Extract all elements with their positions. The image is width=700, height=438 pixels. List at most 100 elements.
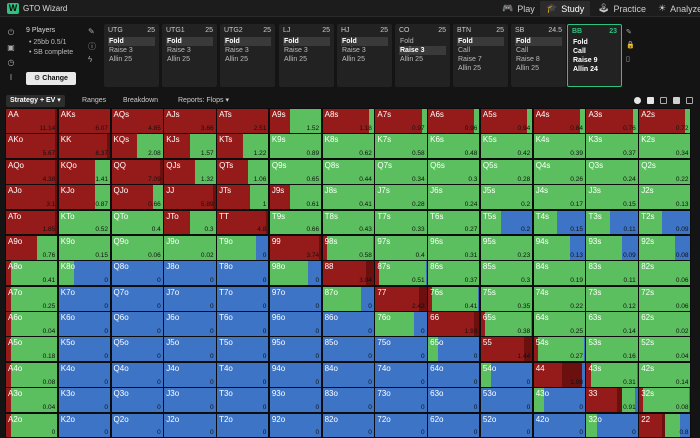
hand-cell-63o[interactable]: 63o 0 (427, 387, 481, 414)
hand-cell-T3s[interactable]: T3s 0.11 (585, 209, 639, 236)
layout-view-icon[interactable] (686, 97, 693, 104)
text-cursor-icon[interactable]: I (9, 73, 13, 82)
hand-cell-JTo[interactable]: JTo 0.3 (163, 209, 217, 236)
hand-cell-T2o[interactable]: T2o 0 (216, 412, 270, 438)
action-option[interactable]: Raise 9 (573, 57, 598, 64)
clock-icon[interactable]: ◷ (7, 58, 15, 67)
hand-cell-K9o[interactable]: K9o 0.15 (57, 234, 112, 261)
position-card-sb[interactable]: SB 24.5 Fold Call Raise 8 Allin 25 (511, 24, 566, 87)
action-option[interactable]: Allin 25 (342, 56, 365, 63)
hand-cell-AKo[interactable]: AKo 5.67 (5, 133, 59, 160)
hand-cell-Q9s[interactable]: Q9s 0.65 (268, 158, 323, 185)
hand-cell-T7o[interactable]: T7o 0 (216, 285, 270, 312)
position-card-utg[interactable]: UTG 25 Fold Raise 3 Allin 25 (104, 24, 159, 87)
hand-cell-T4s[interactable]: T4s 0.15 (532, 209, 586, 236)
hand-cell-65s[interactable]: 65s 0.38 (479, 311, 534, 337)
hand-cell-77[interactable]: 77 2.42 (374, 285, 428, 312)
action-option[interactable]: Call (573, 48, 586, 55)
action-option[interactable]: Fold (224, 37, 271, 46)
hand-cell-AQs[interactable]: AQs 4.85 (110, 108, 164, 134)
hand-cell-32s[interactable]: 32s 0.08 (638, 387, 691, 414)
tab-ranges[interactable]: Ranges (82, 97, 107, 104)
hand-cell-Q9o[interactable]: Q9o 0.06 (110, 234, 164, 261)
hand-cell-A2o[interactable]: A2o 0 (5, 412, 59, 438)
hand-cell-K7s[interactable]: K7s 0.58 (374, 133, 428, 160)
hand-cell-88[interactable]: 88 3.04 (321, 260, 375, 287)
hand-cell-43s[interactable]: 43s 0.31 (585, 361, 639, 388)
hand-cell-52s[interactable]: 52s 0.04 (638, 336, 691, 363)
hand-cell-A4s[interactable]: A4s 0.84 (532, 108, 586, 134)
tab-reports-flops[interactable]: Reports: Flops ▾ (178, 97, 229, 104)
hand-cell-42o[interactable]: 42o 0 (532, 412, 586, 438)
nav-play[interactable]: 🎮 Play (496, 1, 541, 16)
hand-cell-92s[interactable]: 92s 0.08 (638, 234, 691, 261)
hand-cell-Q8s[interactable]: Q8s 0.44 (321, 158, 375, 185)
logo[interactable]: W GTO Wizard (7, 3, 67, 14)
hand-cell-Q2o[interactable]: Q2o 0 (110, 412, 164, 438)
hand-cell-QQ[interactable]: QQ 7.09 (110, 158, 164, 185)
hand-cell-K4s[interactable]: K4s 0.39 (532, 133, 586, 160)
hand-cell-J3o[interactable]: J3o 0 (163, 387, 217, 414)
action-option[interactable]: Raise 3 (284, 47, 308, 54)
position-card-utg1[interactable]: UTG1 25 Fold Raise 3 Allin 25 (162, 24, 217, 87)
hand-cell-AQo[interactable]: AQo 4.38 (5, 158, 59, 185)
hand-cell-95o[interactable]: 95o 0 (268, 336, 323, 363)
hand-cell-Q2s[interactable]: Q2s 0.22 (638, 158, 691, 185)
action-option[interactable]: Raise 3 (399, 46, 446, 55)
hand-cell-75s[interactable]: 75s 0.35 (479, 285, 534, 312)
palette-icon[interactable] (634, 97, 641, 104)
hand-cell-64o[interactable]: 64o 0 (427, 361, 481, 388)
lock-icon[interactable]: 🔒 (626, 42, 635, 49)
hand-cell-ATs[interactable]: ATs 2.51 (216, 108, 270, 134)
hand-cell-53s[interactable]: 53s 0.16 (585, 336, 639, 363)
power-icon[interactable]: ⏻ (7, 28, 15, 37)
hand-cell-97s[interactable]: 97s 0.4 (374, 234, 428, 261)
hand-cell-JJ[interactable]: JJ 5.89 (163, 184, 217, 211)
hand-cell-93o[interactable]: 93o 0 (268, 387, 323, 414)
hand-cell-Q4o[interactable]: Q4o 0 (110, 361, 164, 388)
hand-cell-A6o[interactable]: A6o 0.04 (5, 311, 59, 337)
hand-cell-82s[interactable]: 82s 0.06 (638, 260, 691, 287)
hand-cell-Q5s[interactable]: Q5s 0.28 (479, 158, 534, 185)
hand-cell-72o[interactable]: 72o 0 (374, 412, 428, 438)
hand-cell-84o[interactable]: 84o 0 (321, 361, 375, 388)
action-option[interactable]: Allin 25 (400, 56, 423, 63)
hand-cell-44[interactable]: 44 1.08 (532, 361, 586, 388)
nav-analyze[interactable]: ☀ Analyze (652, 1, 700, 16)
hand-cell-A9o[interactable]: A9o 0.76 (5, 234, 59, 261)
action-option[interactable]: Allin 25 (284, 56, 307, 63)
hand-cell-J7o[interactable]: J7o 0 (163, 285, 217, 312)
hand-cell-J5s[interactable]: J5s 0.2 (479, 184, 534, 211)
hand-cell-K4o[interactable]: K4o 0 (57, 361, 112, 388)
hand-cell-83s[interactable]: 83s 0.11 (585, 260, 639, 287)
hand-cell-J2s[interactable]: J2s 0.13 (638, 184, 691, 211)
hand-cell-J5o[interactable]: J5o 0 (163, 336, 217, 363)
hand-cell-T9s[interactable]: T9s 0.66 (268, 209, 323, 236)
hand-cell-A5o[interactable]: A5o 0.18 (5, 336, 59, 363)
hand-cell-22[interactable]: 22 0.8 (638, 412, 691, 438)
list-view-icon[interactable] (660, 97, 667, 104)
hand-cell-T6s[interactable]: T6s 0.27 (427, 209, 481, 236)
nav-practice[interactable]: 🕹 Practice (592, 1, 652, 16)
hand-cell-K8o[interactable]: K8o 0 (57, 260, 112, 287)
tab-breakdown[interactable]: Breakdown (123, 97, 159, 104)
hand-cell-53o[interactable]: 53o 0 (479, 387, 534, 414)
hand-cell-73o[interactable]: 73o 0 (374, 387, 428, 414)
hand-cell-K7o[interactable]: K7o 0 (57, 285, 112, 312)
hand-cell-74s[interactable]: 74s 0.22 (532, 285, 586, 312)
hand-cell-54o[interactable]: 54o 0 (479, 361, 534, 388)
book-icon[interactable]: ▯ (626, 56, 630, 63)
hand-cell-K2s[interactable]: K2s 0.34 (638, 133, 691, 160)
hand-cell-55[interactable]: 55 1.44 (479, 336, 534, 363)
hand-cell-QJs[interactable]: QJs 1.32 (163, 158, 217, 185)
hand-cell-A7s[interactable]: A7s 0.97 (374, 108, 428, 134)
hand-cell-42s[interactable]: 42s 0.14 (638, 361, 691, 388)
action-option[interactable]: Allin 25 (458, 65, 481, 72)
action-option[interactable]: Call (516, 47, 529, 54)
hand-cell-83o[interactable]: 83o 0 (321, 387, 375, 414)
action-option[interactable]: Fold (400, 38, 414, 45)
hand-cell-J4o[interactable]: J4o 0 (163, 361, 217, 388)
hand-cell-Q8o[interactable]: Q8o 0 (110, 260, 164, 287)
hand-cell-85s[interactable]: 85s 0.3 (479, 260, 534, 287)
hand-cell-87o[interactable]: 87o 0 (321, 285, 375, 312)
